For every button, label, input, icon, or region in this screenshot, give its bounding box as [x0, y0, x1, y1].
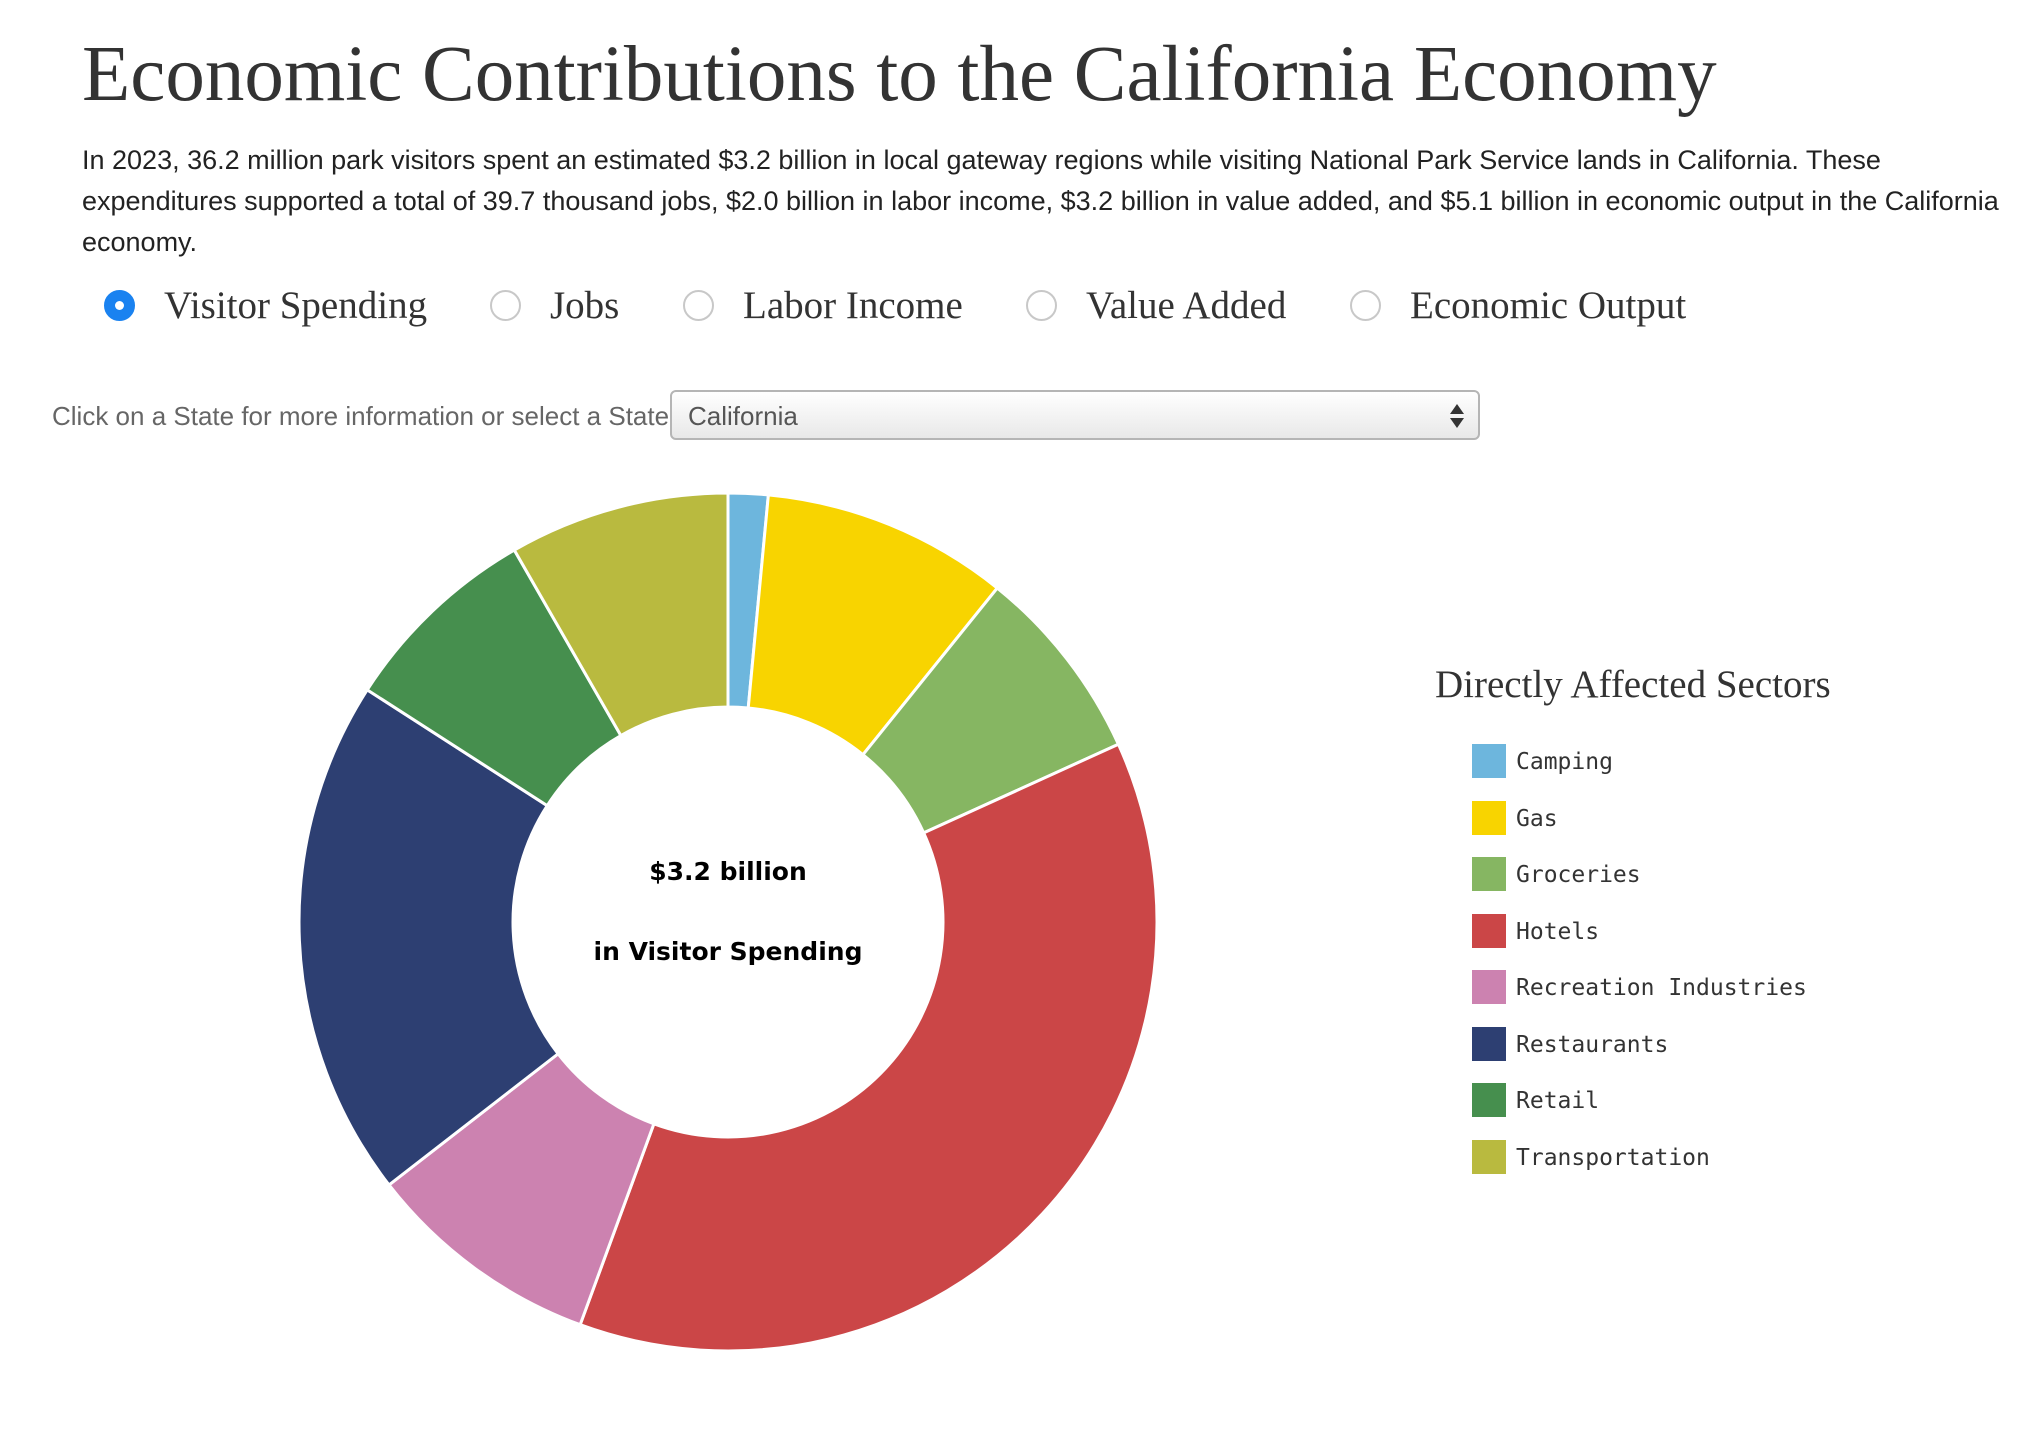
radio-label[interactable]: Labor Income [743, 284, 963, 327]
legend-label: Retail [1516, 1088, 1600, 1114]
legend-swatch [1472, 1139, 1506, 1174]
legend-swatch [1472, 1083, 1506, 1117]
legend-swatch [1472, 800, 1506, 835]
radio-circle-icon[interactable] [1350, 290, 1381, 321]
radio-label[interactable]: Jobs [550, 284, 620, 327]
state-select-value: California [688, 401, 798, 431]
legend-label: Groceries [1516, 862, 1641, 888]
slice-transportation[interactable] [512, 491, 730, 738]
radio-circle-icon[interactable] [104, 290, 135, 321]
radio-label[interactable]: Economic Output [1410, 284, 1687, 327]
metric-radio-group: Visitor Spending Jobs Labor Income Value… [0, 282, 2030, 332]
legend-swatch [1472, 970, 1506, 1004]
legend-swatch [1472, 744, 1506, 778]
center-amount: $3.2 billion [649, 857, 807, 886]
page-title: Economic Contributions to the California… [82, 31, 1717, 118]
legend-label: Restaurants [1516, 1031, 1669, 1058]
select-arrows-icon [1450, 402, 1464, 430]
radio-label[interactable]: Visitor Spending [164, 284, 428, 327]
legend-label: Gas [1516, 805, 1558, 832]
state-select-label: Click on a State for more information or… [52, 401, 670, 431]
legend-label: Transportation [1516, 1144, 1710, 1171]
legend-label: Hotels [1516, 918, 1600, 945]
state-select[interactable]: California [670, 390, 1480, 440]
radio-circle-icon[interactable] [490, 290, 521, 321]
donut-slices [297, 491, 1159, 1353]
radio-circle-icon[interactable] [683, 290, 714, 321]
radio-label[interactable]: Value Added [1086, 284, 1287, 327]
intro-text: In 2023, 36.2 million park visitors spen… [82, 145, 1999, 257]
legend-swatch [1472, 913, 1506, 948]
slice-hotels[interactable] [578, 742, 1159, 1353]
radio-circle-icon[interactable] [1026, 290, 1057, 321]
slice-restaurants[interactable] [297, 687, 561, 1188]
legend-swatch [1472, 1026, 1506, 1061]
legend-title: Directly Affected Sectors [1435, 663, 1831, 706]
legend-swatch [1472, 857, 1506, 891]
legend-label: Camping [1516, 749, 1613, 775]
center-caption: in Visitor Spending [594, 937, 863, 966]
legend-label: Recreation Industries [1516, 975, 1807, 1001]
